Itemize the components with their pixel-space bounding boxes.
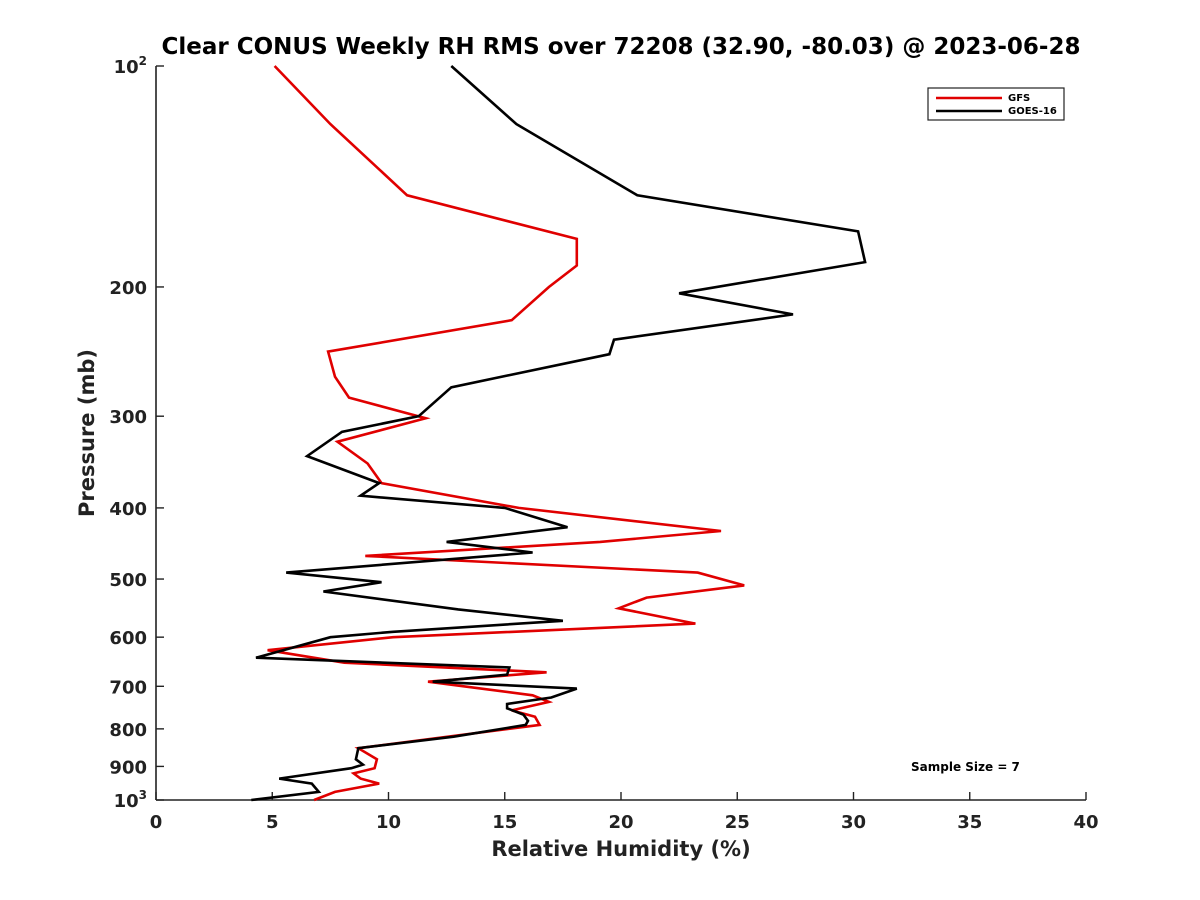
y-tick-label: 600 [109, 628, 147, 649]
legend: GFS GOES-16 [927, 87, 1065, 121]
y-tick-label: 400 [109, 499, 147, 520]
y-tick-label: 300 [109, 407, 147, 428]
x-axis-label: Relative Humidity (%) [491, 837, 750, 861]
x-tick-label: 40 [1073, 812, 1098, 833]
x-tick-label: 20 [608, 812, 633, 833]
x-tick-label: 0 [150, 812, 163, 833]
y-tick-label: 800 [109, 720, 147, 741]
y-tick-label: 900 [109, 757, 147, 778]
x-tick-label: 5 [266, 812, 279, 833]
y-ticks: 102 200 300 400 500 600 700 800 900 103 [109, 54, 164, 812]
y-tick-label: 200 [109, 278, 147, 299]
y-tick-label: 700 [109, 677, 147, 698]
x-tick-label: 35 [957, 812, 982, 833]
series-layer [251, 65, 867, 802]
series-line-goes-16 [251, 65, 867, 802]
legend-label-gfs: GFS [1008, 93, 1030, 104]
sample-size-annotation: Sample Size = 7 [911, 760, 1020, 774]
x-tick-label: 10 [376, 812, 401, 833]
chart-title: Clear CONUS Weekly RH RMS over 72208 (32… [162, 34, 1081, 60]
x-tick-label: 25 [725, 812, 750, 833]
x-ticks: 0 5 10 15 20 25 30 35 40 [150, 792, 1099, 833]
y-axis-label: Pressure (mb) [75, 349, 99, 517]
series-line-gfs [267, 65, 745, 802]
legend-box [927, 87, 1065, 121]
x-tick-label: 30 [841, 812, 866, 833]
legend-label-goes-16: GOES-16 [1008, 106, 1057, 117]
y-tick-label: 103 [114, 788, 147, 812]
x-tick-label: 15 [492, 812, 517, 833]
plot-area [155, 66, 1086, 801]
y-tick-label: 102 [114, 54, 147, 78]
y-tick-label: 500 [109, 570, 147, 591]
